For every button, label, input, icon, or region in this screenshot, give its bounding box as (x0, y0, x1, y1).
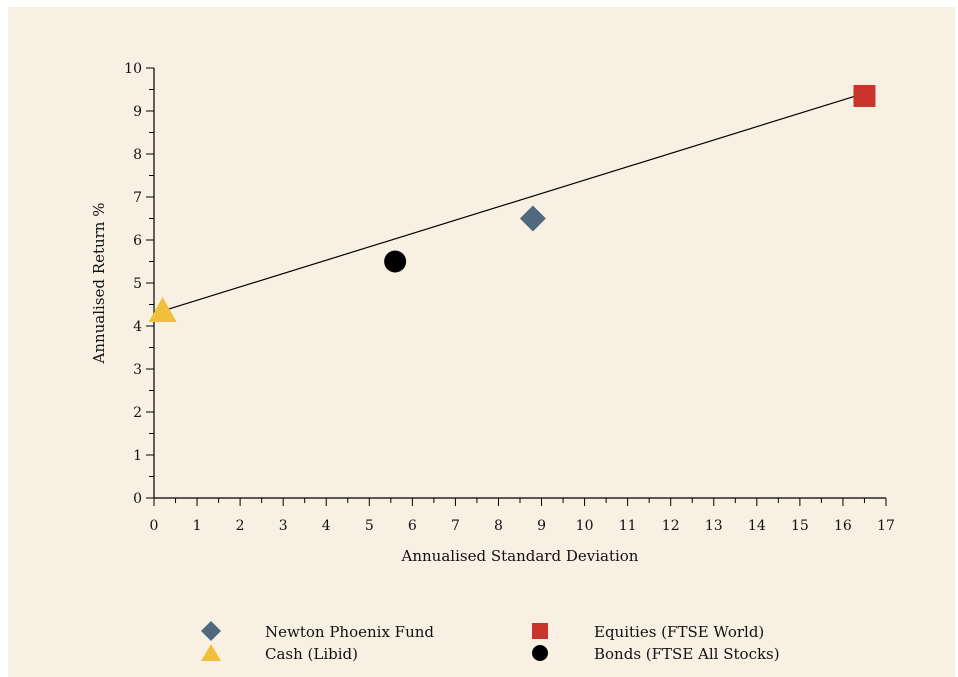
point-triangle (148, 296, 177, 322)
y-tick-label: 9 (133, 104, 142, 120)
y-tick-label: 4 (133, 319, 142, 335)
legend-label-cash: Cash (Libid) (265, 645, 358, 663)
legend-circle-icon (532, 645, 548, 661)
x-tick-label: 13 (705, 518, 723, 534)
y-tick-label: 6 (133, 233, 142, 249)
x-tick-label: 2 (236, 518, 245, 534)
data-points (148, 84, 876, 322)
legend-triangle-icon (201, 644, 221, 661)
x-tick-label: 1 (193, 518, 202, 534)
point-circle (384, 250, 407, 273)
y-tick-label: 2 (133, 405, 142, 421)
y-tick-label: 10 (124, 61, 142, 77)
legend-label-newton-phoenix-fund: Newton Phoenix Fund (265, 623, 434, 641)
legend-label-bonds: Bonds (FTSE All Stocks) (594, 645, 780, 663)
axes (153, 68, 886, 499)
y-tick-label: 7 (133, 190, 142, 206)
x-tick-label: 10 (576, 518, 594, 534)
x-tick-label: 4 (322, 518, 331, 534)
x-axis-title: Annualised Standard Deviation (401, 547, 639, 565)
x-tick-label: 6 (408, 518, 417, 534)
point-diamond (519, 205, 546, 232)
y-axis-title: Annualised Return % (90, 202, 108, 364)
y-tick-label: 3 (133, 362, 142, 378)
point-square (853, 84, 876, 107)
x-tick-label: 17 (877, 518, 895, 534)
x-tick-label: 14 (748, 518, 766, 534)
x-tick-label: 0 (150, 518, 159, 534)
x-tick-label: 9 (537, 518, 546, 534)
legend-square-icon (532, 623, 548, 639)
chart-background (8, 7, 955, 677)
legend-diamond-icon (201, 621, 221, 641)
x-tick-label: 12 (662, 518, 680, 534)
legend: Newton Phoenix Fund Equities (FTSE World… (201, 621, 780, 663)
x-tick-label: 11 (619, 518, 637, 534)
y-tick-label: 1 (133, 448, 142, 464)
x-tick-label: 8 (494, 518, 503, 534)
y-tick-label: 0 (133, 491, 142, 507)
y-tick-label: 8 (133, 147, 142, 163)
trend-line (162, 95, 857, 312)
x-tick-label: 15 (791, 518, 809, 534)
x-tick-label: 16 (834, 518, 852, 534)
legend-label-equities: Equities (FTSE World) (594, 623, 764, 641)
x-tick-label: 7 (451, 518, 460, 534)
y-tick-label: 5 (133, 276, 142, 292)
x-tick-label: 3 (279, 518, 288, 534)
x-tick-label: 5 (365, 518, 374, 534)
